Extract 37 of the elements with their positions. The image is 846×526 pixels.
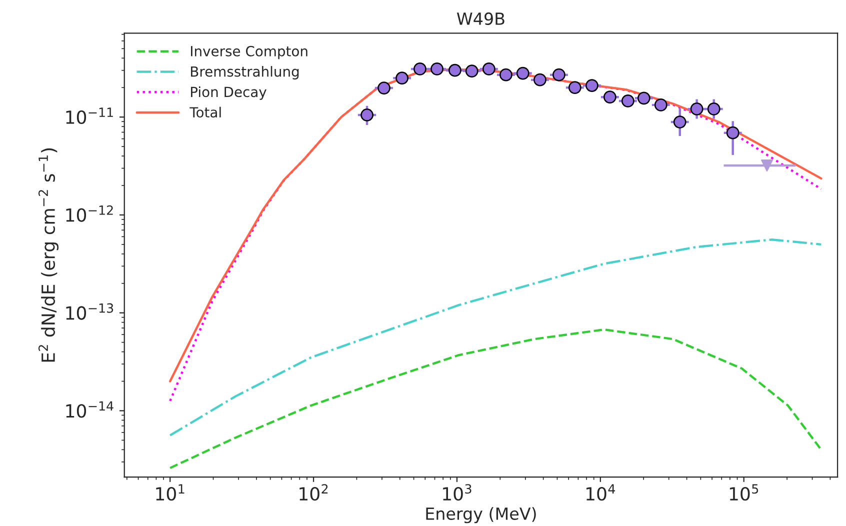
- legend-label: Total: [190, 106, 221, 118]
- point: [621, 94, 634, 108]
- point: [448, 64, 462, 77]
- point: [414, 62, 426, 76]
- x-tick-label: 10$^{5}$: [730, 484, 758, 501]
- x-axis-title: Energy (MeV): [426, 507, 536, 524]
- point: [637, 92, 650, 105]
- y-tick-label: 10$^{−12}$: [66, 205, 113, 222]
- point: [360, 108, 374, 122]
- y-tick-label: 10$^{−13}$: [66, 303, 114, 320]
- x-tick-label: 10$^{1}$: [156, 484, 184, 501]
- legend-label: Inverse Compton: [191, 46, 308, 60]
- point: [482, 62, 496, 76]
- x-tick-label: 10$^{3}$: [443, 484, 472, 501]
- point: [500, 68, 512, 82]
- point: [552, 68, 566, 82]
- legend-label: Pion Decay: [191, 86, 266, 100]
- point: [465, 64, 478, 78]
- point: [378, 82, 390, 94]
- point: [654, 98, 668, 112]
- point: [673, 116, 686, 128]
- x-tick-label: 10$^{4}$: [586, 484, 615, 501]
- chart-title: W49B: [456, 12, 504, 26]
- point: [534, 73, 546, 86]
- y-tick-label: 10$^{−11}$: [66, 108, 113, 124]
- x-tick-label: 10$^{2}$: [300, 484, 328, 501]
- point: [707, 102, 720, 116]
- legend-label: Bremsstrahlung: [191, 66, 299, 80]
- point: [603, 90, 616, 104]
- point: [568, 81, 582, 94]
- point: [690, 102, 704, 116]
- point: [586, 79, 598, 92]
- y-axis-title: E$^{2}$ dN/dE (erg cm$^{−2}$ s$^{−1}$): [38, 148, 59, 362]
- point: [430, 62, 444, 76]
- point: [516, 66, 530, 80]
- point: [396, 72, 408, 85]
- y-tick-label: 10$^{−14}$: [66, 401, 114, 418]
